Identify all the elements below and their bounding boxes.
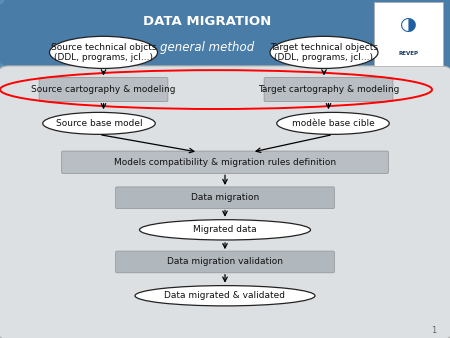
Text: ◑: ◑ (400, 15, 417, 34)
FancyBboxPatch shape (39, 78, 168, 101)
FancyBboxPatch shape (0, 0, 450, 68)
FancyBboxPatch shape (264, 78, 393, 101)
Text: DATA MIGRATION: DATA MIGRATION (143, 15, 271, 28)
Text: Target technical objects
(DDL, programs, jcl...): Target technical objects (DDL, programs,… (270, 43, 378, 62)
Text: 1: 1 (431, 325, 436, 335)
Ellipse shape (270, 36, 378, 68)
Text: Migrated data: Migrated data (193, 225, 257, 234)
Ellipse shape (135, 286, 315, 306)
Ellipse shape (43, 112, 155, 135)
FancyBboxPatch shape (374, 2, 443, 66)
FancyBboxPatch shape (116, 251, 334, 273)
FancyBboxPatch shape (62, 151, 388, 173)
Text: Data migrated & validated: Data migrated & validated (165, 291, 285, 300)
Text: Source cartography & modeling: Source cartography & modeling (31, 85, 176, 94)
Ellipse shape (140, 220, 310, 240)
Text: Source base model: Source base model (56, 119, 142, 128)
Text: Models compatibility & migration rules definition: Models compatibility & migration rules d… (114, 158, 336, 167)
Text: Data migration: Data migration (191, 193, 259, 202)
Text: general method: general method (160, 41, 254, 54)
Text: REVЕР: REVЕР (398, 51, 418, 55)
Text: Target cartography & modeling: Target cartography & modeling (258, 85, 399, 94)
FancyBboxPatch shape (116, 187, 334, 209)
FancyBboxPatch shape (0, 66, 450, 338)
Ellipse shape (50, 36, 158, 68)
Text: Source technical objcts
(DDL, programs, jcl...): Source technical objcts (DDL, programs, … (51, 43, 156, 62)
Text: modèle base cible: modèle base cible (292, 119, 374, 128)
Text: Data migration validation: Data migration validation (167, 258, 283, 266)
Ellipse shape (277, 112, 389, 135)
